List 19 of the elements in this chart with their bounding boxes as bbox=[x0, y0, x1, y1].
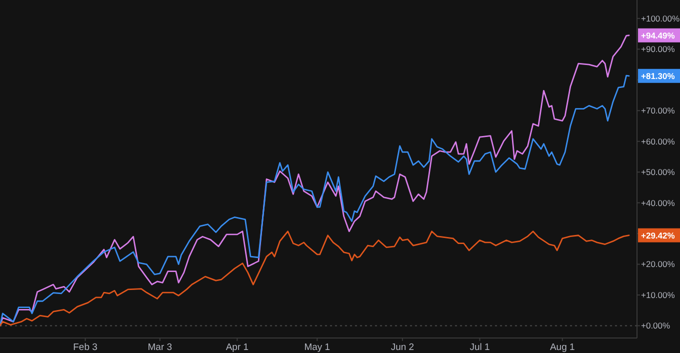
y-tick-label: +60.00% bbox=[641, 136, 676, 146]
x-tick-label: May 1 bbox=[304, 342, 330, 353]
x-tick-label: Jun 2 bbox=[390, 342, 414, 353]
x-tick-label: Apr 1 bbox=[226, 342, 249, 353]
annotation: +94.49% bbox=[641, 30, 676, 40]
annotation: +29.42% bbox=[641, 230, 676, 240]
y-tick-label: +70.00% bbox=[641, 106, 676, 116]
y-tick-label: +90.00% bbox=[641, 44, 676, 54]
y-tick-label: +20.00% bbox=[641, 259, 676, 270]
y-tick-label: +100.00% bbox=[641, 13, 680, 24]
annotation: +81.30% bbox=[641, 70, 676, 81]
y-tick-label: +0.00% bbox=[641, 320, 671, 331]
x-tick-label: Feb 3 bbox=[73, 342, 98, 353]
x-tick-label: Jul 1 bbox=[470, 342, 490, 353]
y-tick-label: +50.00% bbox=[641, 167, 676, 178]
x-tick-label: Mar 3 bbox=[148, 342, 172, 353]
y-tick-label: +10.00% bbox=[641, 290, 676, 300]
x-tick-label: Aug 1 bbox=[550, 342, 575, 353]
y-tick-label: +40.00% bbox=[641, 198, 676, 208]
